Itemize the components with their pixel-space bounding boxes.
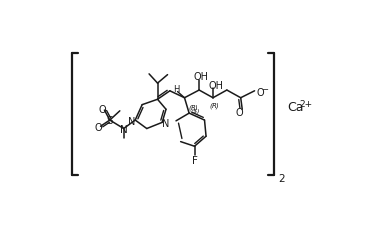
Text: O: O (235, 108, 243, 118)
Text: (: ( (190, 109, 193, 114)
Text: (: ( (188, 104, 191, 111)
Text: ): ) (196, 109, 199, 114)
Text: (: ( (209, 102, 212, 108)
Text: R: R (211, 102, 216, 108)
Text: O: O (256, 87, 264, 97)
Text: N: N (128, 116, 136, 126)
Text: 2: 2 (278, 173, 285, 183)
Text: OH: OH (193, 72, 208, 82)
Text: ): ) (195, 104, 197, 111)
Text: N: N (161, 119, 169, 128)
Text: S: S (107, 116, 113, 126)
Text: O: O (98, 105, 106, 115)
Text: OH: OH (209, 80, 224, 90)
Text: S: S (193, 109, 197, 114)
Text: −: − (261, 85, 269, 94)
Text: H: H (173, 85, 179, 94)
Text: N: N (120, 124, 127, 134)
Text: O: O (94, 122, 102, 132)
Text: 2+: 2+ (299, 99, 312, 108)
Text: F: F (191, 155, 197, 165)
Text: Ca: Ca (288, 101, 304, 114)
Text: ): ) (216, 102, 218, 108)
Text: R: R (191, 104, 195, 110)
